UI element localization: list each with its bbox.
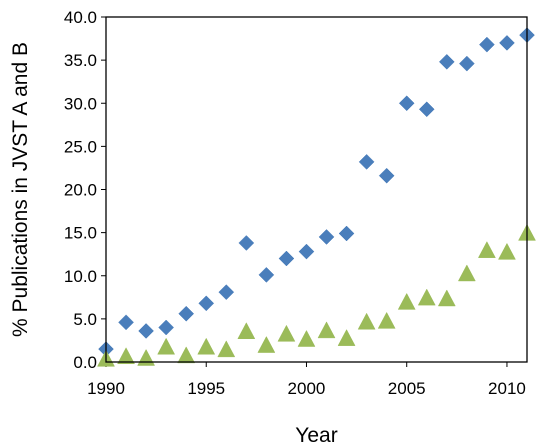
series-1-diamond-point	[158, 319, 174, 336]
series-1-diamond-point	[398, 95, 415, 112]
series-2-triangle-point	[117, 347, 135, 365]
y-tick-label: 30.0	[64, 94, 97, 113]
y-axis-ticks: 0.0 5.0 10.0 15.0 20.0 25.0 30.0 35.0 40.0	[64, 8, 106, 372]
plot-area-frame	[105, 16, 528, 363]
series-2-triangle-point	[477, 241, 496, 258]
series-2-triangle-point	[197, 337, 216, 355]
series-2-triangle-point	[377, 311, 396, 329]
y-tick-label: 0.0	[73, 353, 97, 372]
series-2-triangle-point	[157, 337, 176, 355]
series-1-diamond-point	[459, 55, 475, 72]
y-tick-label: 20.0	[64, 181, 97, 200]
series-2-triangle-point	[397, 292, 416, 310]
series-2-triangle-point	[177, 346, 196, 364]
series-2-triangle-point	[498, 242, 516, 260]
series-2-triangle-point	[457, 264, 476, 282]
series-1-diamond-point	[198, 295, 215, 312]
y-tick-label: 40.0	[64, 8, 97, 27]
x-axis-ticks: 1990 1995 2000 2005 2010	[87, 362, 526, 398]
x-tick-label: 1995	[187, 379, 225, 398]
series-1-diamond-point	[258, 267, 275, 283]
series-2-triangle-point	[237, 322, 256, 340]
series-2-triangle-point	[317, 321, 336, 339]
series-2-triangle-point	[437, 289, 456, 307]
series-1-diamond-point	[378, 167, 395, 184]
series-1-diamond-point	[138, 323, 154, 339]
series-2-triangle-point	[297, 329, 316, 347]
y-tick-label: 35.0	[64, 51, 97, 70]
series-2-triangle-point	[217, 340, 236, 358]
y-tick-label: 10.0	[64, 267, 97, 286]
x-tick-label: 2005	[388, 379, 426, 398]
series-1-diamond-point	[238, 235, 255, 251]
series-2-triangle-point	[277, 324, 296, 342]
series-2-triangle-point	[417, 288, 436, 306]
series-1-diamond-point	[479, 36, 495, 53]
x-tick-label: 2000	[288, 379, 326, 398]
x-tick-label: 1990	[87, 379, 125, 398]
series-1-diamond-point	[338, 225, 355, 242]
series-1-diamond-point	[178, 305, 195, 322]
series-2-triangle-point	[257, 336, 276, 353]
series-1-diamond-point	[499, 35, 515, 51]
y-axis-title: % Publications in JVST A and B	[9, 42, 32, 337]
y-tick-label: 15.0	[64, 224, 97, 243]
x-axis-title: Year	[295, 424, 337, 447]
series-1-diamond-point	[438, 53, 455, 70]
x-tick-label: 2010	[488, 379, 526, 398]
series-2-triangle-point	[357, 312, 376, 330]
series-2-triangle-point	[337, 329, 356, 346]
y-tick-label: 25.0	[64, 137, 97, 156]
series-1-diamond-point	[118, 314, 134, 331]
y-tick-label: 5.0	[73, 310, 97, 329]
series-1-diamond-point	[298, 243, 315, 260]
data-points	[97, 27, 536, 367]
series-1-diamond-point	[278, 250, 295, 267]
series-1-diamond-point	[418, 101, 435, 118]
series-1-diamond-point	[318, 229, 335, 245]
series-1-diamond-point	[218, 284, 235, 300]
series-1-diamond-point	[358, 154, 375, 170]
